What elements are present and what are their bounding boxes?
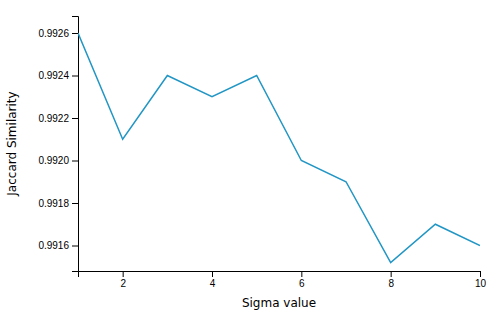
tick-mark xyxy=(480,271,481,277)
tick-mark xyxy=(72,33,78,34)
tick-label: 4 xyxy=(210,278,216,289)
tick-label: 0.9922 xyxy=(38,113,69,124)
tick-mark xyxy=(72,246,78,247)
tick-label: 0.9920 xyxy=(38,155,69,166)
tick-mark xyxy=(72,203,78,204)
tick-label: 10 xyxy=(475,278,487,289)
tick-label: 8 xyxy=(388,278,394,289)
tick-label: 0.9918 xyxy=(38,198,69,209)
tick-label: 6 xyxy=(299,278,305,289)
y-axis: 0.9916 0.9918 0.9920 0.9922 0.9924 0.9926 xyxy=(38,17,78,272)
x-axis-title: Sigma value xyxy=(242,296,316,310)
tick: 10 xyxy=(475,271,487,289)
tick: 4 xyxy=(210,271,216,289)
plot-area: 2468100.99160.99180.99200.99220.99240.99… xyxy=(38,17,486,290)
tick: 8 xyxy=(388,271,394,289)
tick-mark xyxy=(72,118,78,119)
tick-label: 0.9916 xyxy=(38,240,69,251)
tick: 0.9924 xyxy=(38,70,78,81)
tick: 2 xyxy=(120,271,126,289)
series xyxy=(78,33,480,263)
tick: 0.9926 xyxy=(38,28,78,39)
tick-mark xyxy=(72,161,78,162)
tick: 0.9918 xyxy=(38,198,78,209)
tick-mark xyxy=(212,271,213,277)
tick-mark xyxy=(72,76,78,77)
y-axis-title: Jaccard Similarity xyxy=(5,91,19,196)
line xyxy=(78,33,480,263)
tick: 6 xyxy=(299,271,305,289)
tick-label: 0.9924 xyxy=(38,70,69,81)
tick-mark xyxy=(301,271,302,277)
axis-line xyxy=(72,17,79,272)
tick: 0.9922 xyxy=(38,113,78,124)
tick: 0.9920 xyxy=(38,155,78,166)
chart: 2468100.99160.99180.99200.99220.99240.99… xyxy=(0,0,500,317)
x-axis: 2 4 6 8 10 xyxy=(79,271,487,289)
axis-line xyxy=(79,272,481,278)
tick-label: 0.9926 xyxy=(38,28,69,39)
tick-label: 2 xyxy=(120,278,126,289)
tick-mark xyxy=(391,271,392,277)
tick: 0.9916 xyxy=(38,240,78,251)
tick-mark xyxy=(123,271,124,277)
